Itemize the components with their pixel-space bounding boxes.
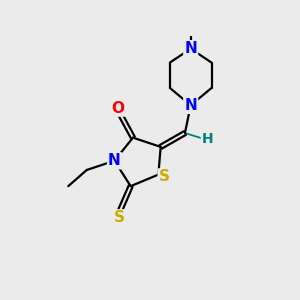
Text: N: N xyxy=(108,153,121,168)
Text: N: N xyxy=(184,41,197,56)
Text: S: S xyxy=(159,169,170,184)
Text: S: S xyxy=(114,210,124,225)
Text: O: O xyxy=(111,100,124,116)
Text: H: H xyxy=(202,132,213,146)
Text: N: N xyxy=(184,98,197,113)
